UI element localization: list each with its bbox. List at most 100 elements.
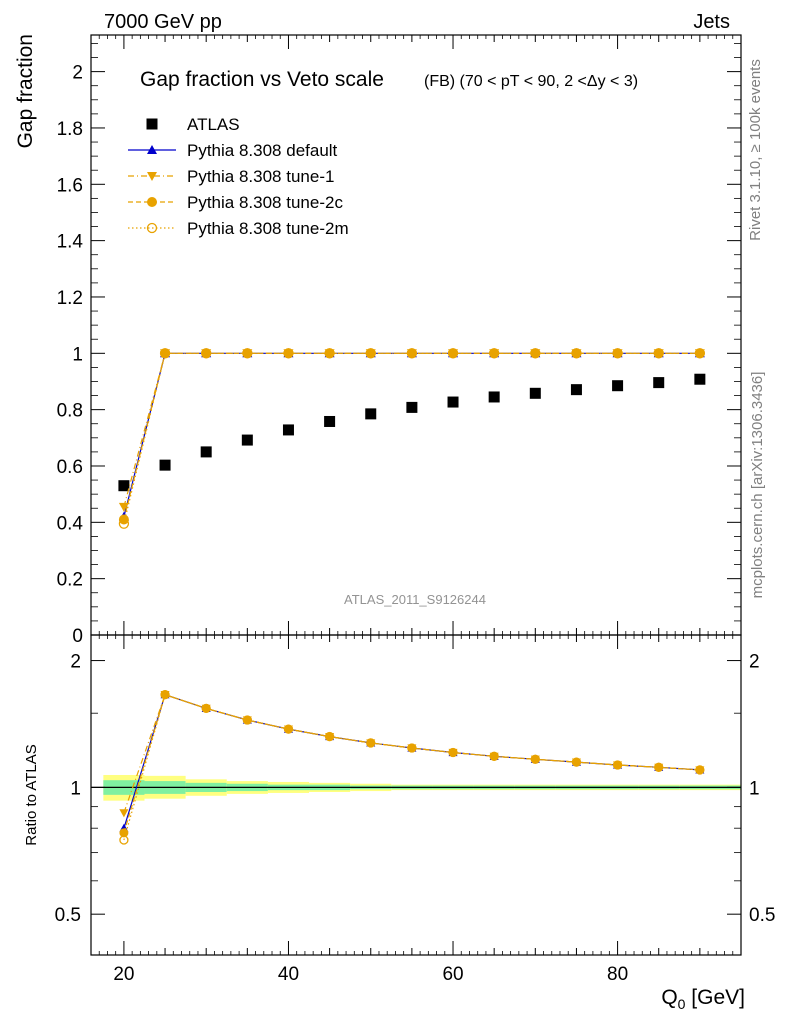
main-point-atlas [653, 377, 665, 389]
ratio-ticks: 20 40 60 80 0.5 0.5 1 1 2 2 [55, 635, 775, 985]
ratio-point-pythia-8-308-tune-2c [613, 760, 623, 770]
main-point-atlas [488, 391, 500, 403]
main-point-atlas [282, 424, 294, 436]
main-marks [118, 348, 706, 529]
ratio-y-tick-label: 2 [70, 652, 81, 673]
main-point-pythia-8-308-tune-2c [160, 348, 171, 359]
x-tick-label: 60 [442, 964, 463, 985]
ratio-marks [91, 690, 741, 845]
ratio-point-pythia-8-308-tune-2c [283, 724, 293, 734]
energy-label: 7000 GeV pp [104, 11, 222, 33]
ratio-point-pythia-8-308-tune-2m [695, 765, 705, 775]
ratio-point-pythia-8-308-tune-1 [119, 809, 129, 818]
main-ticks: 0 0.2 0.4 0.6 0.8 1 1.2 1.4 1.6 1.8 2 [57, 35, 741, 647]
ratio-y-tick-label-right: 0.5 [749, 905, 775, 926]
main-point-pythia-8-308-tune-1 [118, 502, 129, 512]
ratio-point-pythia-8-308-tune-2m [119, 835, 129, 845]
main-line-pythia-8-308-tune-2m [123, 352, 700, 524]
main-point-atlas [570, 384, 582, 396]
main-point-atlas [447, 396, 459, 408]
main-point-atlas [118, 480, 130, 492]
main-point-pythia-8-308-tune-2m [406, 348, 418, 359]
main-point-pythia-8-308-tune-2c [448, 348, 459, 359]
y-tick-label: 0 [72, 626, 83, 647]
main-point-pythia-8-308-tune-2m [118, 518, 130, 529]
legend-marker [147, 172, 157, 181]
main-subtitle: (FB) (70 < pT < 90, 2 <Δy < 3) [424, 73, 638, 90]
main-point-atlas [694, 373, 706, 385]
rivet-label: Rivet 3.1.10, ≥ 100k events [747, 59, 764, 241]
ratio-point-pythia-8-308-tune-2c [201, 703, 211, 713]
y-tick-label: 1.6 [57, 175, 83, 196]
ratio-point-pythia-8-308-tune-2c [160, 690, 170, 700]
ratio-point-pythia-8-308-tune-2m [283, 724, 294, 734]
main-point-atlas [200, 446, 212, 458]
analysis-label: ATLAS_2011_S9126244 [344, 592, 486, 607]
main-point-atlas [612, 380, 624, 392]
main-point-pythia-8-308-tune-2c [571, 348, 582, 359]
process-label: Jets [693, 11, 730, 33]
main-point-pythia-8-308-tune-2m [653, 348, 664, 359]
legend-label: ATLAS [187, 115, 240, 134]
x-axis-label-sub: 0 [678, 996, 686, 1012]
main-point-pythia-8-308-tune-2m [489, 348, 500, 359]
y-tick-label: 0.8 [57, 401, 83, 422]
main-title: Gap fraction vs Veto scale [140, 68, 384, 91]
legend-marker [147, 197, 157, 207]
y-tick-label: 1 [72, 344, 83, 365]
x-axis-label: Q0 [GeV] [661, 986, 745, 1012]
ratio-frame [90, 634, 742, 956]
main-point-pythia-8-308-tune-2m [447, 348, 459, 359]
main-point-pythia-8-308-tune-2m [201, 348, 212, 359]
main-point-atlas [159, 459, 171, 471]
main-panel: 0 0.2 0.4 0.6 0.8 1 1.2 1.4 1.6 1.8 2 Gap fraction… [14, 34, 742, 647]
main-point-atlas [365, 408, 377, 420]
legend-label: Pythia 8.308 default [187, 141, 338, 160]
main-ylabel: Gap fraction [14, 34, 37, 148]
legend-marker [146, 222, 158, 234]
ratio-point-pythia-8-308-tune-2m [160, 690, 170, 700]
main-line-pythia-8-308-tune-1 [123, 352, 700, 507]
main-point-pythia-8-308-tune-2m [694, 348, 706, 359]
x-axis-label-q: Q [661, 986, 677, 1009]
ratio-point-pythia-8-308-tune-2m [654, 762, 664, 772]
main-point-pythia-8-308-tune-2c [530, 348, 541, 359]
ratio-ylabel: Ratio to ATLAS [23, 744, 40, 845]
ratio-point-pythia-8-308-tune-2c [366, 738, 376, 748]
main-point-pythia-8-308-tune-2m [324, 348, 335, 359]
ratio-y-tick-label-right: 1 [749, 778, 760, 799]
main-point-pythia-8-308-tune-2m [283, 348, 294, 359]
x-axis-label-unit: [GeV] [685, 986, 745, 1009]
main-point-pythia-8-308-tune-2c [612, 348, 623, 359]
legend-label: Pythia 8.308 tune-2m [187, 219, 349, 238]
main-line-pythia-8-308-default [123, 352, 700, 517]
main-point-pythia-8-308-tune-2m [242, 348, 253, 359]
main-point-pythia-8-308-tune-2c [283, 348, 294, 359]
legend-label: Pythia 8.308 tune-1 [187, 167, 334, 186]
main-point-pythia-8-308-tune-2m [365, 348, 376, 359]
ratio-panel: 20 40 60 80 0.5 0.5 1 1 2 2 Ratio to ATLAS Q0 [Ge… [23, 634, 775, 1012]
main-point-pythia-8-308-tune-2c [694, 348, 705, 359]
y-tick-label: 1.8 [57, 119, 83, 140]
ratio-point-pythia-8-308-tune-2m [324, 731, 335, 742]
main-point-pythia-8-308-tune-2m [612, 348, 623, 359]
legend-marker [147, 145, 157, 154]
ratio-point-pythia-8-308-tune-2m [530, 754, 540, 764]
y-tick-label: 0.2 [57, 570, 83, 591]
main-point-pythia-8-308-tune-2m [159, 348, 171, 359]
ratio-y-tick-label-right: 2 [749, 652, 760, 673]
y-tick-label: 0.6 [57, 457, 83, 478]
ratio-point-pythia-8-308-tune-2m [489, 751, 499, 761]
main-point-pythia-8-308-tune-2c [406, 348, 417, 359]
ratio-point-pythia-8-308-tune-2c [489, 751, 499, 761]
mcplots-label: mcplots.cern.ch [arXiv:1306.3436] [749, 372, 766, 599]
main-point-atlas [241, 434, 253, 446]
ratio-y-tick-label: 1 [70, 778, 81, 799]
main-point-pythia-8-308-tune-2m [571, 348, 582, 359]
ratio-point-pythia-8-308-tune-2m [242, 715, 252, 725]
main-point-atlas [324, 415, 336, 427]
ratio-point-pythia-8-308-tune-2c [119, 828, 129, 838]
main-point-pythia-8-308-tune-2c [324, 348, 335, 359]
x-tick-label: 20 [113, 964, 134, 985]
